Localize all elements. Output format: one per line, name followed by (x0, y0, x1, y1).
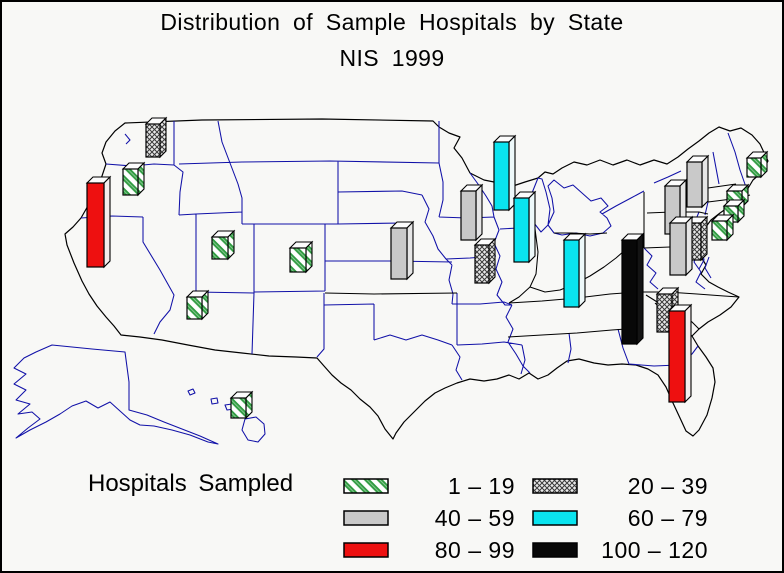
state-borders-blue (80, 120, 748, 381)
bar-georgia (620, 232, 645, 346)
chart-title: Distribution of Sample Hospitals by Stat… (160, 9, 624, 35)
legend-item-60-79: 60 – 79 (532, 504, 708, 531)
bar-new-jersey (710, 213, 735, 242)
bar-illinois (512, 190, 537, 264)
bar-colorado (288, 240, 314, 274)
bar-hawaii (229, 390, 254, 420)
mainland-outline (64, 118, 769, 440)
legend-item-100-120: 100 – 120 (532, 536, 708, 563)
bar-washington (144, 116, 168, 159)
bar-new-york (685, 154, 710, 209)
bar-missouri (473, 237, 497, 285)
legend-item-1-19: 1 – 19 (343, 472, 515, 499)
legend-swatch-100-120 (532, 542, 578, 558)
legend-range-label: 20 – 39 (627, 472, 708, 499)
legend-swatch-80-99 (343, 542, 389, 558)
bar-oregon (121, 161, 146, 197)
legend-range-label: 100 – 120 (601, 536, 708, 563)
bar-california (85, 175, 112, 269)
legend-swatch-20-39 (532, 478, 578, 494)
legend-item-80-99: 80 – 99 (343, 536, 515, 563)
hawaii-islands (187, 388, 266, 443)
bar-florida (667, 303, 693, 404)
legend-swatch-60-79 (532, 510, 578, 526)
legend-range-label: 60 – 79 (627, 504, 708, 531)
legend-swatch-40-59 (343, 510, 389, 526)
bar-iowa (459, 183, 484, 242)
bar-maine (745, 150, 769, 179)
alaska-outline (13, 344, 219, 445)
chart-subtitle: NIS 1999 (339, 45, 445, 71)
legend-title: Hospitals Sampled (88, 470, 294, 497)
legend-range-label: 40 – 59 (434, 504, 515, 531)
bar-tennessee (562, 232, 587, 309)
bar-kansas (389, 220, 415, 281)
bar-virginia (668, 215, 694, 277)
bar-wisconsin (492, 134, 517, 212)
bar-arizona (185, 289, 210, 321)
legend-swatch-1-19 (343, 478, 389, 494)
legend-item-40-59: 40 – 59 (343, 504, 515, 531)
bar-utah (210, 229, 236, 261)
state-bars (85, 116, 769, 420)
legend-range-label: 80 – 99 (434, 536, 515, 563)
legend-item-20-39: 20 – 39 (532, 472, 708, 499)
legend-range-label: 1 – 19 (448, 472, 515, 499)
